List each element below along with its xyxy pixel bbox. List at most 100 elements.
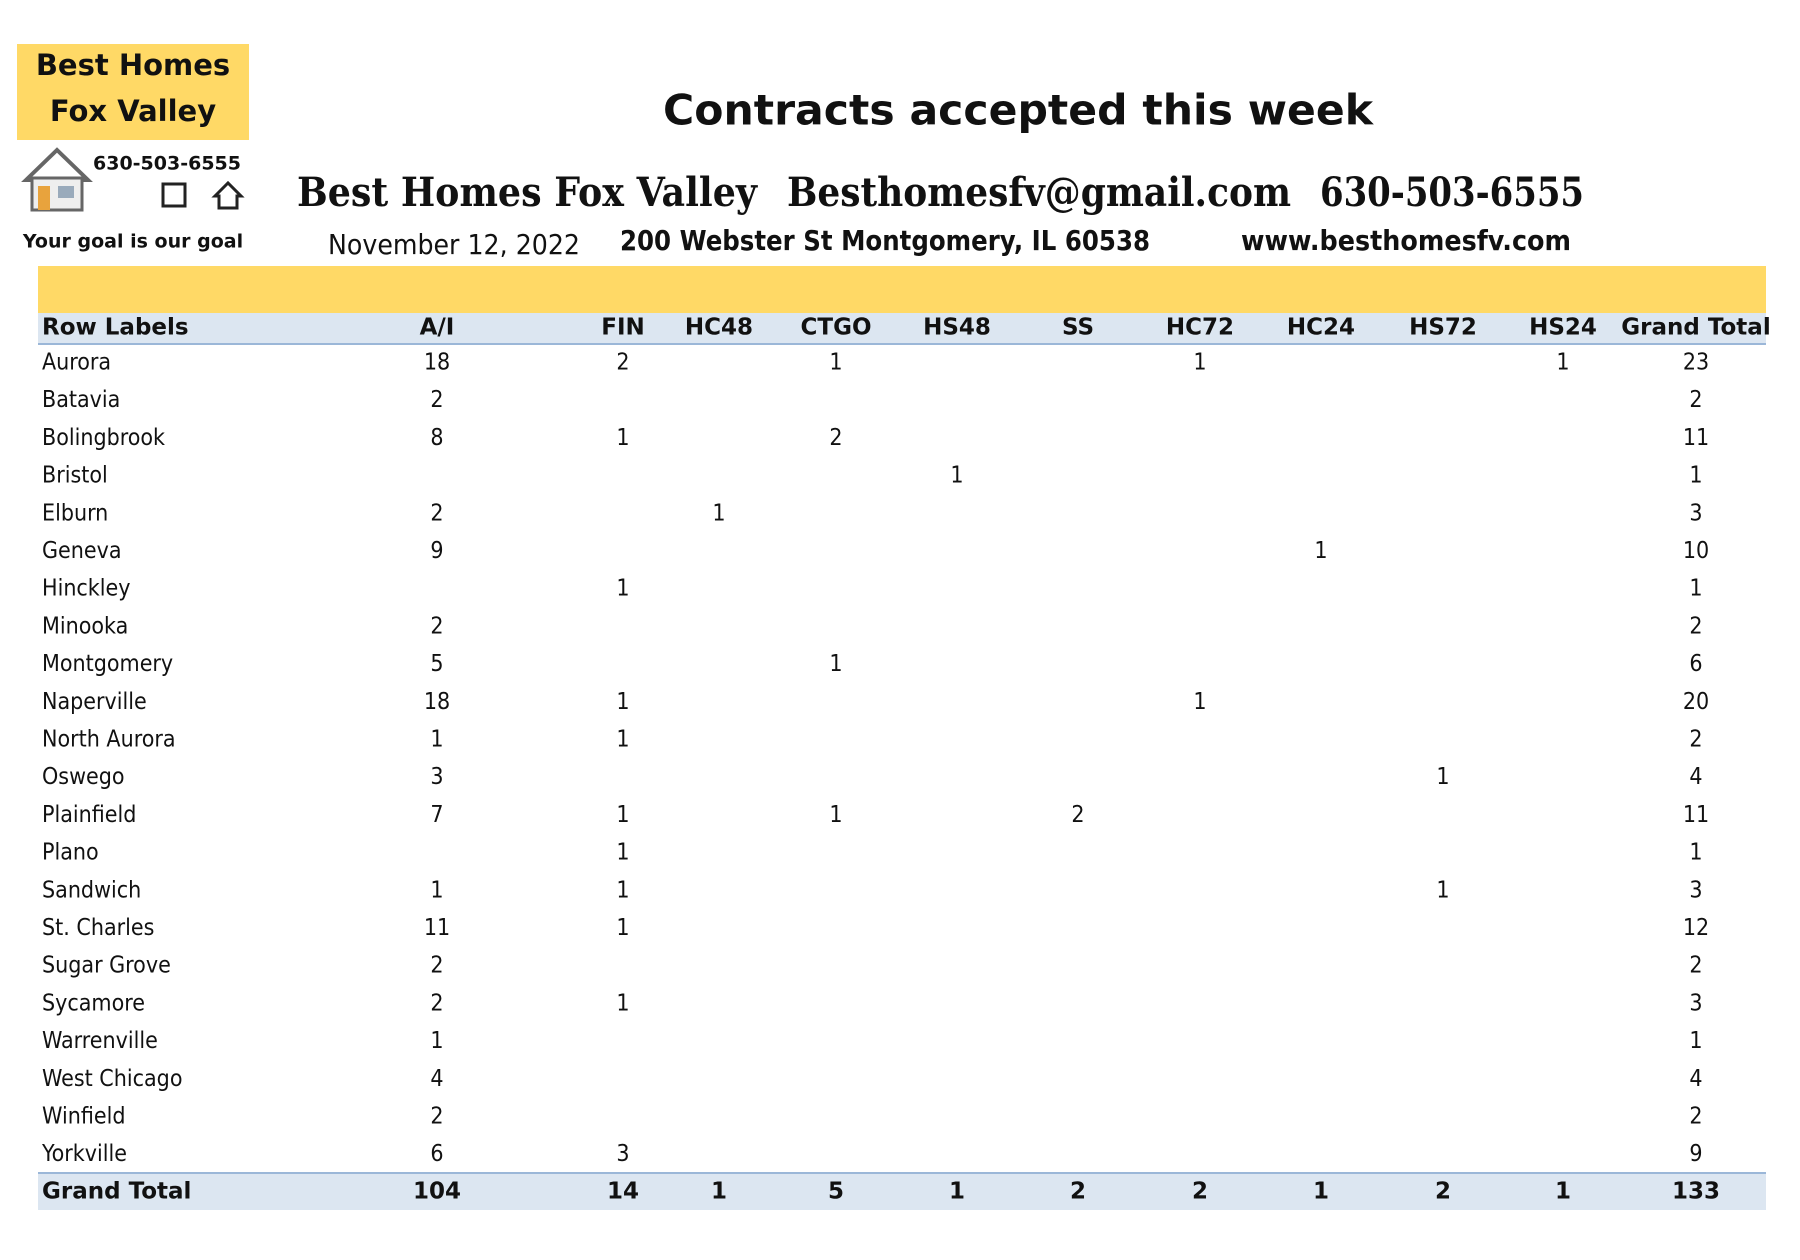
- phone: 630-503-6555: [1320, 169, 1584, 216]
- row-label: Winfield: [42, 1104, 126, 1130]
- cell-value: 8: [430, 425, 443, 451]
- cell-value: 6: [1689, 651, 1702, 677]
- website: www.besthomesfv.com: [1241, 224, 1571, 257]
- row-label: Plano: [42, 840, 99, 866]
- cell-value: 1: [1193, 689, 1206, 715]
- row-label: Elburn: [42, 500, 108, 526]
- cell-value: 7: [430, 802, 443, 828]
- total-value: 2: [1070, 1179, 1086, 1205]
- row-label: Batavia: [42, 387, 120, 413]
- cell-value: 5: [430, 651, 443, 677]
- cell-value: 3: [1689, 500, 1702, 526]
- cell-value: 3: [1689, 990, 1702, 1016]
- total-value: 2: [1192, 1179, 1208, 1205]
- total-value: 1: [949, 1179, 965, 1205]
- column-header: A/I: [420, 315, 455, 341]
- email: Besthomesfv@gmail.com: [787, 169, 1291, 216]
- row-label: Aurora: [42, 350, 111, 376]
- column-header: Grand Total: [1621, 315, 1770, 341]
- header-row: [38, 313, 1766, 344]
- total-value: 5: [828, 1179, 844, 1205]
- column-header: HS72: [1409, 315, 1477, 341]
- cell-value: 1: [1314, 538, 1327, 564]
- cell-value: 1: [1556, 350, 1569, 376]
- cell-value: 4: [1689, 1066, 1702, 1092]
- banner: [38, 266, 1766, 313]
- row-label: Sycamore: [42, 990, 145, 1016]
- cell-value: 11: [1683, 802, 1709, 828]
- total-value: 104: [413, 1179, 461, 1205]
- cell-value: 4: [430, 1066, 443, 1092]
- column-header: HC72: [1166, 315, 1234, 341]
- cell-value: 11: [1683, 425, 1709, 451]
- column-header: SS: [1062, 315, 1094, 341]
- row-label: Plainfield: [42, 802, 136, 828]
- cell-value: 2: [430, 500, 443, 526]
- total-value: 133: [1672, 1179, 1720, 1205]
- company: Best Homes Fox Valley: [297, 169, 759, 216]
- total-value: 1: [1313, 1179, 1329, 1205]
- column-header: HS24: [1529, 315, 1597, 341]
- column-header: CTGO: [801, 315, 872, 341]
- row-label: Montgomery: [42, 651, 173, 677]
- row-label: Oswego: [42, 764, 125, 790]
- cell-value: 1: [829, 802, 842, 828]
- cell-value: 2: [829, 425, 842, 451]
- cell-value: 1: [616, 576, 629, 602]
- cell-value: 18: [424, 689, 450, 715]
- cell-value: 18: [424, 350, 450, 376]
- cell-value: 2: [430, 613, 443, 639]
- cell-value: 1: [616, 877, 629, 903]
- cell-value: 2: [430, 953, 443, 979]
- row-label: Naperville: [42, 689, 147, 715]
- logo-tagline: Your goal is our goal: [22, 231, 243, 253]
- cell-value: 1: [829, 651, 842, 677]
- cell-value: 1: [430, 1028, 443, 1054]
- cell-value: 3: [616, 1141, 629, 1167]
- cell-value: 2: [1689, 613, 1702, 639]
- cell-value: 4: [1689, 764, 1702, 790]
- cell-value: 2: [430, 387, 443, 413]
- row-label: Bristol: [42, 463, 108, 489]
- column-header: HC48: [685, 315, 753, 341]
- cell-value: 2: [1689, 1104, 1702, 1130]
- cell-value: 2: [430, 990, 443, 1016]
- title: Contracts accepted this week: [663, 86, 1374, 135]
- date: November 12, 2022: [328, 228, 580, 261]
- cell-value: 23: [1683, 350, 1709, 376]
- row-label: Sugar Grove: [42, 953, 171, 979]
- cell-value: 6: [430, 1141, 443, 1167]
- row-label: West Chicago: [42, 1066, 182, 1092]
- column-header: HS48: [923, 315, 991, 341]
- column-header: FIN: [601, 315, 645, 341]
- total-value: 14: [607, 1179, 639, 1205]
- total-value: 2: [1435, 1179, 1451, 1205]
- cell-value: 1: [1689, 840, 1702, 866]
- cell-value: 2: [1689, 953, 1702, 979]
- cell-value: 1: [430, 727, 443, 753]
- row-label: Bolingbrook: [42, 425, 165, 451]
- row-label: Hinckley: [42, 576, 131, 602]
- cell-value: 1: [616, 727, 629, 753]
- cell-value: 20: [1683, 689, 1709, 715]
- cell-value: 1: [1689, 576, 1702, 602]
- cell-value: 1: [1436, 877, 1449, 903]
- cell-value: 1: [616, 689, 629, 715]
- column-header: Row Labels: [42, 315, 189, 341]
- cell-value: 3: [1689, 877, 1702, 903]
- house-icon: [21, 147, 93, 212]
- total-value: 1: [1555, 1179, 1571, 1205]
- table: Row Labels A/I FIN HC48 CTGO HS48 SS HC72 HC24 HS…: [41, 315, 1771, 1205]
- cell-value: 2: [616, 350, 629, 376]
- equal-housing-icon: [211, 180, 245, 210]
- address: 200 Webster St Montgomery, IL 60538: [620, 224, 1150, 257]
- cell-value: 1: [616, 990, 629, 1016]
- cell-value: 1: [1689, 463, 1702, 489]
- cell-value: 9: [1689, 1141, 1702, 1167]
- cell-value: 2: [1689, 387, 1702, 413]
- cell-value: 1: [950, 463, 963, 489]
- logo-box: [17, 44, 249, 140]
- cell-value: 1: [712, 500, 725, 526]
- cell-value: 1: [829, 350, 842, 376]
